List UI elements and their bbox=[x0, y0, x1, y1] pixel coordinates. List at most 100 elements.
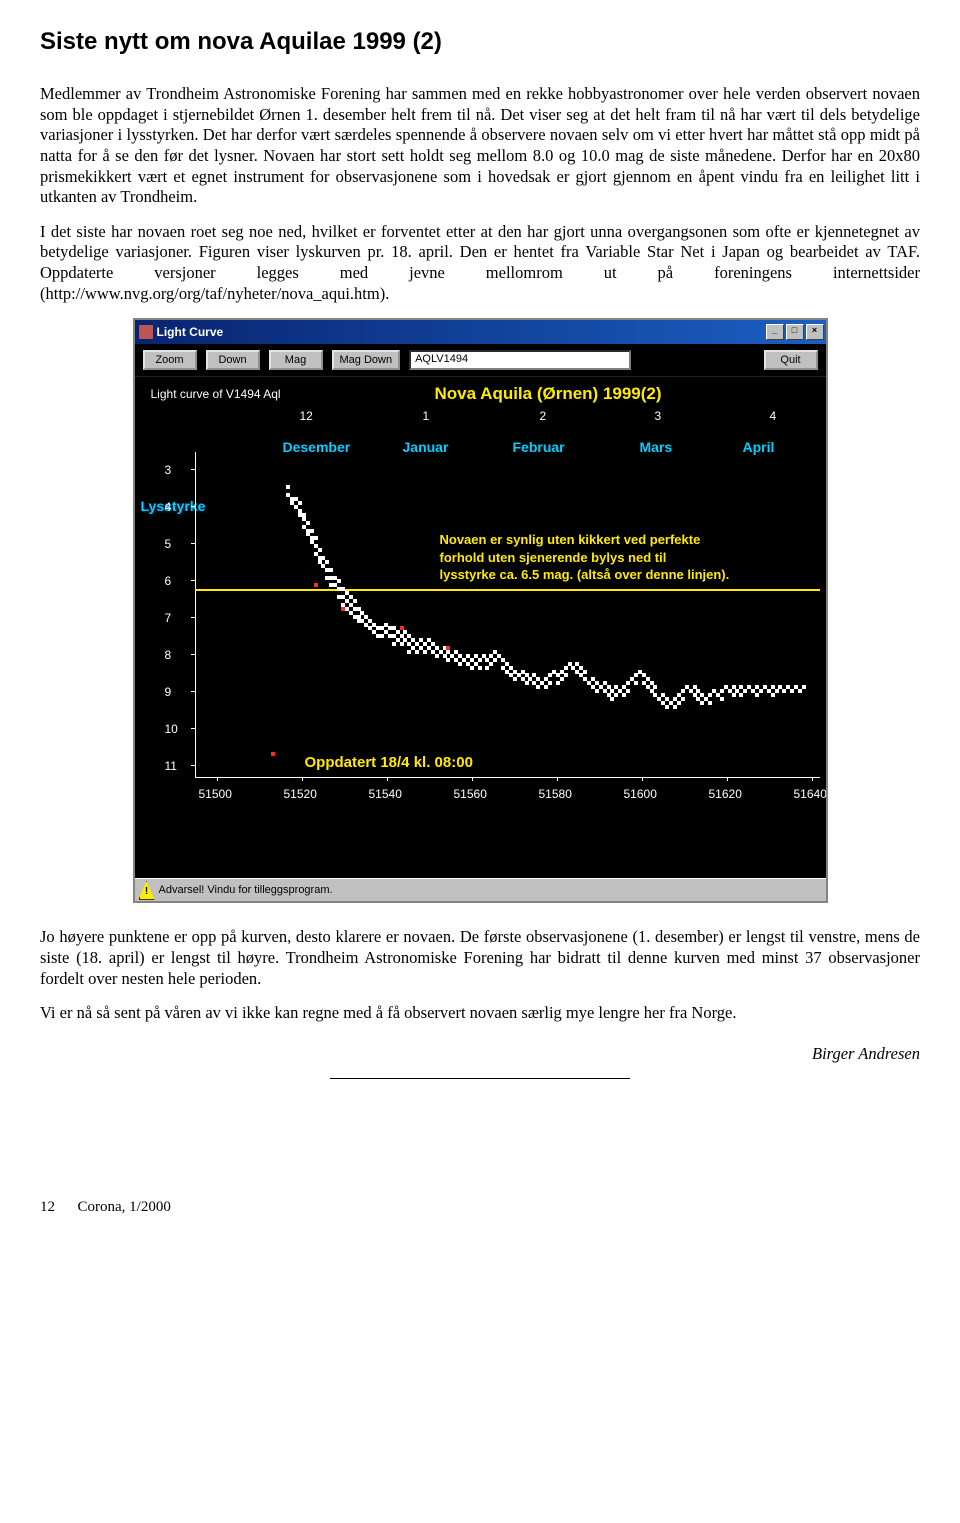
data-point bbox=[560, 677, 564, 681]
data-point bbox=[493, 658, 497, 662]
data-point bbox=[337, 579, 341, 583]
light-curve-chart: Light curve of V1494 AqlNova Aquila (Ørn… bbox=[135, 377, 826, 822]
data-point bbox=[681, 689, 685, 693]
data-point bbox=[614, 693, 618, 697]
data-point bbox=[478, 658, 482, 662]
data-point bbox=[759, 689, 763, 693]
data-point bbox=[802, 685, 806, 689]
magdown-button[interactable]: Mag Down bbox=[332, 350, 401, 370]
data-point bbox=[720, 689, 724, 693]
data-point-red bbox=[271, 752, 275, 756]
toolbar: Zoom Down Mag Mag Down AQLV1494 Quit bbox=[135, 344, 826, 377]
data-point-red bbox=[341, 607, 345, 611]
data-point bbox=[513, 677, 517, 681]
data-point bbox=[544, 685, 548, 689]
paragraph-2: I det siste har novaen roet seg noe ned,… bbox=[40, 222, 920, 305]
data-point bbox=[708, 693, 712, 697]
data-point bbox=[306, 521, 310, 525]
page-footer: 12 Corona, 1/2000 bbox=[40, 1199, 920, 1216]
data-point bbox=[392, 642, 396, 646]
footer-label: Corona, 1/2000 bbox=[78, 1199, 171, 1215]
data-point bbox=[458, 662, 462, 666]
data-point-red bbox=[314, 583, 318, 587]
paragraph-1: Medlemmer av Trondheim Astronomiske Fore… bbox=[40, 84, 920, 208]
data-point bbox=[470, 666, 474, 670]
data-point bbox=[310, 529, 314, 533]
data-point bbox=[353, 599, 357, 603]
app-icon bbox=[139, 325, 153, 339]
data-point bbox=[732, 693, 736, 697]
status-text: Advarsel! Vindu for tilleggsprogram. bbox=[159, 884, 333, 896]
chart-spacer bbox=[135, 822, 826, 878]
data-point bbox=[790, 689, 794, 693]
data-point bbox=[622, 693, 626, 697]
data-point bbox=[400, 642, 404, 646]
maximize-button[interactable]: □ bbox=[786, 324, 804, 340]
data-point bbox=[380, 634, 384, 638]
window-title: Light Curve bbox=[157, 325, 766, 339]
page-title: Siste nytt om nova Aquilae 1999 (2) bbox=[40, 28, 920, 56]
data-point bbox=[435, 654, 439, 658]
data-point bbox=[782, 689, 786, 693]
object-input[interactable]: AQLV1494 bbox=[409, 350, 631, 370]
paragraph-4: Vi er nå så sent på våren av vi ikke kan… bbox=[40, 1003, 920, 1024]
data-point bbox=[720, 697, 724, 701]
data-point bbox=[478, 666, 482, 670]
data-point bbox=[610, 697, 614, 701]
data-point bbox=[775, 689, 779, 693]
page-number: 12 bbox=[40, 1199, 55, 1215]
data-point bbox=[314, 536, 318, 540]
data-point bbox=[298, 501, 302, 505]
data-point bbox=[634, 673, 638, 677]
data-point bbox=[681, 697, 685, 701]
data-point bbox=[583, 670, 587, 674]
data-point bbox=[677, 701, 681, 705]
data-point bbox=[595, 689, 599, 693]
status-bar: ! Advarsel! Vindu for tilleggsprogram. bbox=[135, 878, 826, 901]
divider bbox=[330, 1078, 630, 1079]
data-point bbox=[798, 689, 802, 693]
data-point bbox=[489, 662, 493, 666]
down-button[interactable]: Down bbox=[206, 350, 260, 370]
mag-button[interactable]: Mag bbox=[269, 350, 323, 370]
data-point bbox=[446, 658, 450, 662]
data-point bbox=[771, 693, 775, 697]
data-point bbox=[536, 685, 540, 689]
data-point bbox=[485, 666, 489, 670]
data-point bbox=[548, 673, 552, 677]
data-point bbox=[739, 693, 743, 697]
data-point bbox=[700, 701, 704, 705]
data-point bbox=[626, 689, 630, 693]
author-signature: Birger Andresen bbox=[40, 1044, 920, 1065]
data-point bbox=[665, 705, 669, 709]
data-point bbox=[755, 693, 759, 697]
data-point-red bbox=[446, 646, 450, 650]
data-point bbox=[626, 681, 630, 685]
data-point bbox=[634, 681, 638, 685]
data-point bbox=[407, 650, 411, 654]
data-point bbox=[564, 673, 568, 677]
quit-button[interactable]: Quit bbox=[764, 350, 818, 370]
paragraph-3: Jo høyere punktene er opp på kurven, des… bbox=[40, 927, 920, 989]
data-point bbox=[286, 485, 290, 489]
minimize-button[interactable]: _ bbox=[766, 324, 784, 340]
data-point bbox=[423, 650, 427, 654]
data-point bbox=[525, 681, 529, 685]
close-button[interactable]: × bbox=[806, 324, 824, 340]
data-point bbox=[556, 681, 560, 685]
data-point bbox=[325, 560, 329, 564]
warning-icon: ! bbox=[139, 881, 155, 900]
data-point bbox=[329, 568, 333, 572]
titlebar[interactable]: Light Curve _ □ × bbox=[135, 320, 826, 344]
data-point bbox=[318, 548, 322, 552]
data-point bbox=[673, 705, 677, 709]
data-point bbox=[564, 666, 568, 670]
data-point bbox=[548, 681, 552, 685]
data-point bbox=[653, 685, 657, 689]
light-curve-window: Light Curve _ □ × Zoom Down Mag Mag Down… bbox=[133, 318, 828, 903]
data-point-red bbox=[400, 626, 404, 630]
zoom-button[interactable]: Zoom bbox=[143, 350, 197, 370]
data-point bbox=[708, 701, 712, 705]
data-point bbox=[415, 650, 419, 654]
data-point bbox=[743, 689, 747, 693]
